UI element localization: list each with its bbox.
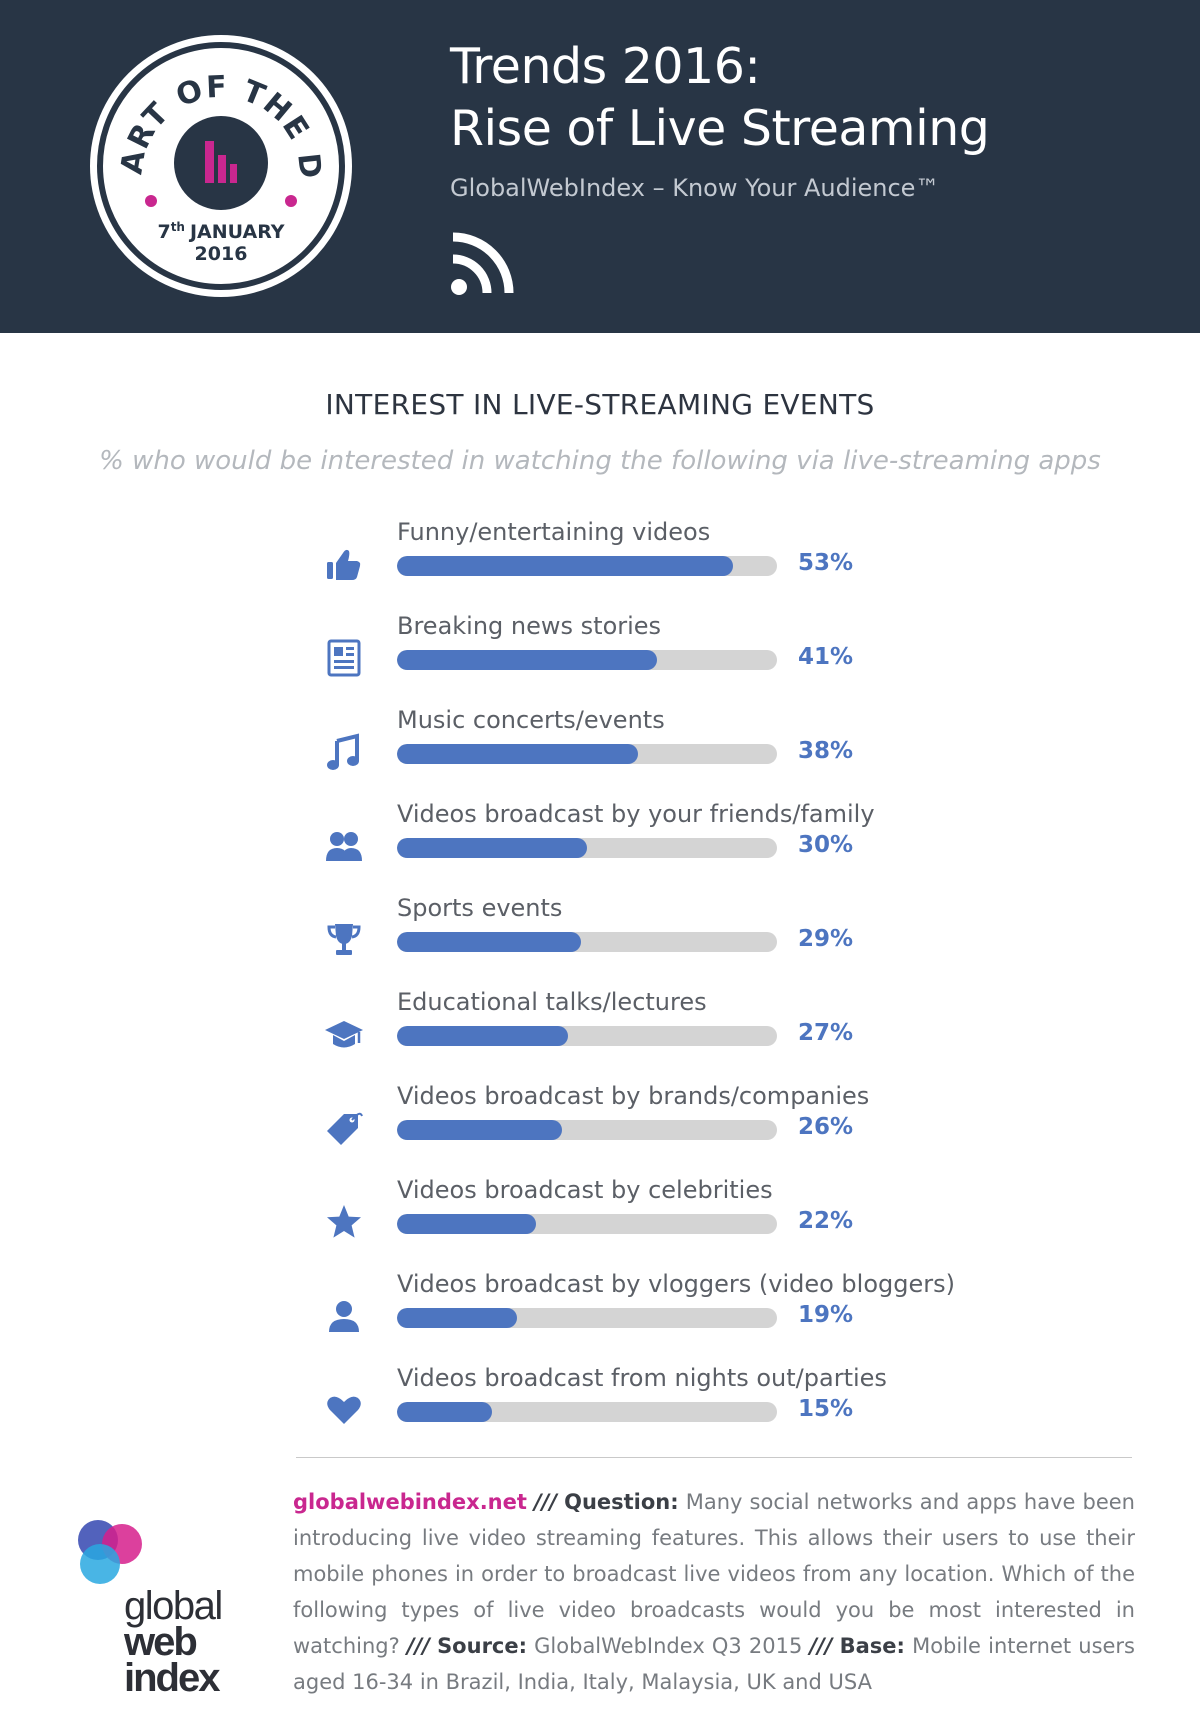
page-title-line-2: Rise of Live Streaming — [450, 100, 990, 157]
bar-fill — [397, 650, 657, 670]
base-text: Mobile internet users aged 16-34 in Braz… — [293, 1634, 1136, 1694]
bar-row: Breaking news stories 41% — [0, 612, 1200, 706]
bar-row: Videos broadcast from nights out/parties… — [0, 1364, 1200, 1458]
footer-divider — [296, 1457, 1132, 1458]
bar-value-label: 26% — [798, 1114, 854, 1140]
badge-dot-left — [145, 195, 157, 207]
logo-circles-icon — [78, 1520, 142, 1584]
bar-label: Breaking news stories — [397, 612, 662, 640]
star-icon — [327, 1205, 361, 1238]
bar-value-label: 19% — [798, 1302, 854, 1328]
bar-fill — [397, 744, 638, 764]
bar-row: Videos broadcast by vloggers (video blog… — [0, 1270, 1200, 1364]
bar-fill — [397, 556, 733, 576]
bar-track — [397, 1026, 777, 1046]
bar-track — [397, 1402, 777, 1422]
bar-label: Music concerts/events — [397, 706, 665, 734]
source-text: GlobalWebIndex Q3 2015 — [534, 1634, 803, 1658]
bar-fill — [397, 1308, 517, 1328]
bar-fill — [397, 932, 581, 952]
bar-track — [397, 556, 777, 576]
users-icon — [326, 832, 362, 861]
bar-label: Videos broadcast by brands/companies — [397, 1082, 870, 1110]
thumbs-up-icon — [327, 549, 361, 580]
bar-track — [397, 650, 777, 670]
bar-value-label: 30% — [798, 832, 854, 858]
bar-value-label: 29% — [798, 926, 854, 952]
logo-text-web: web — [124, 1620, 198, 1664]
bar-fill — [397, 1120, 562, 1140]
music-note-icon — [327, 733, 359, 770]
base-label: Base: — [839, 1634, 905, 1658]
bar-row: Videos broadcast by your friends/family … — [0, 800, 1200, 894]
badge-year: 2016 — [195, 243, 248, 265]
bar-track — [397, 932, 777, 952]
heart-icon — [327, 1396, 361, 1424]
question-label: Question: — [564, 1490, 679, 1514]
logo-text-global: global — [124, 1584, 223, 1628]
bar-value-label: 38% — [798, 738, 854, 764]
bar-value-label: 41% — [798, 644, 854, 670]
globalwebindex-logo: global web index — [72, 1518, 262, 1698]
rss-icon — [451, 232, 514, 295]
site-link[interactable]: globalwebindex.net — [293, 1490, 527, 1514]
badge-date: 7th JANUARY — [157, 220, 284, 243]
trophy-icon — [327, 924, 361, 955]
bar-row: Videos broadcast by celebrities 22% — [0, 1176, 1200, 1270]
source-label: Source: — [437, 1634, 528, 1658]
newspaper-icon — [327, 639, 361, 677]
bar-fill — [397, 1402, 492, 1422]
bar-fill — [397, 1214, 536, 1234]
footnote: globalwebindex.net /// Question: Many so… — [293, 1484, 1135, 1700]
bar-track — [397, 744, 777, 764]
page-title-line-1: Trends 2016: — [450, 38, 761, 95]
bar-track — [397, 1214, 777, 1234]
bar-row: Videos broadcast by brands/companies 26% — [0, 1082, 1200, 1176]
bar-label: Funny/entertaining videos — [397, 518, 711, 546]
bar-label: Videos broadcast by vloggers (video blog… — [397, 1270, 955, 1298]
tag-icon — [327, 1112, 363, 1145]
bar-value-label: 22% — [798, 1208, 854, 1234]
page-subtitle: GlobalWebIndex – Know Your Audience™ — [450, 174, 940, 202]
bar-track — [397, 1120, 777, 1140]
badge-dot-right — [285, 195, 297, 207]
bar-label: Videos broadcast by celebrities — [397, 1176, 773, 1204]
bar-value-label: 53% — [798, 550, 854, 576]
bar-row: Funny/entertaining videos 53% — [0, 518, 1200, 612]
bar-label: Educational talks/lectures — [397, 988, 707, 1016]
bar-row: Sports events 29% — [0, 894, 1200, 988]
bar-label: Videos broadcast from nights out/parties — [397, 1364, 887, 1392]
chart-subtitle: % who would be interested in watching th… — [99, 446, 1101, 476]
separator: /// — [534, 1490, 558, 1514]
separator: /// — [809, 1634, 833, 1658]
bar-value-label: 15% — [798, 1396, 854, 1422]
bar-track — [397, 1308, 777, 1328]
bar-row: Music concerts/events 38% — [0, 706, 1200, 800]
bar-value-label: 27% — [798, 1020, 854, 1046]
graduation-cap-icon — [325, 1021, 363, 1048]
bar-row: Educational talks/lectures 27% — [0, 988, 1200, 1082]
bar-track — [397, 838, 777, 858]
bar-fill — [397, 1026, 568, 1046]
bar-chart-icon — [205, 141, 237, 183]
user-icon — [329, 1301, 359, 1332]
bar-fill — [397, 838, 587, 858]
bar-label: Sports events — [397, 894, 563, 922]
question-text: Many social networks and apps have been … — [293, 1490, 1135, 1658]
separator: /// — [406, 1634, 430, 1658]
chart-title: INTEREST IN LIVE-STREAMING EVENTS — [325, 388, 875, 421]
logo-text-index: index — [124, 1656, 220, 1700]
bar-label: Videos broadcast by your friends/family — [397, 800, 875, 828]
